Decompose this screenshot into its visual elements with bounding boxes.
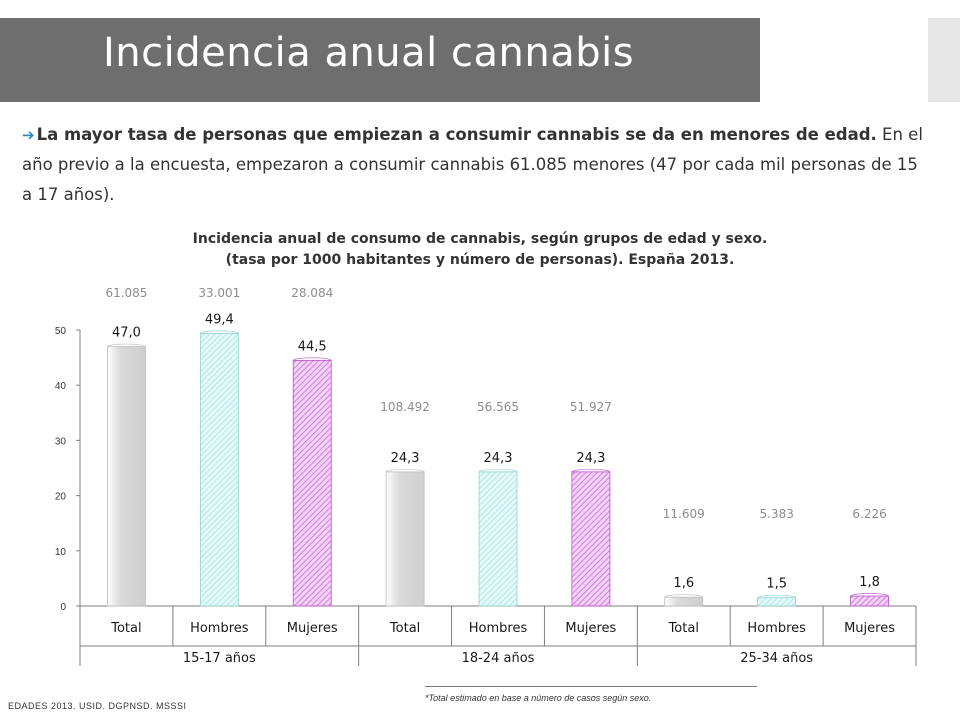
count-label: 5.383 (759, 507, 793, 521)
count-label: 28.084 (291, 286, 333, 300)
x-tick-label: Mujeres (844, 621, 895, 636)
bar (850, 595, 889, 607)
bar (757, 597, 797, 607)
x-tick-label: Hombres (190, 621, 249, 636)
x-tick-label: Total (389, 621, 420, 636)
count-label: 51.927 (570, 400, 612, 414)
x-tick-label: Total (668, 621, 699, 636)
data-label: 1,8 (859, 575, 880, 590)
y-tick-label: 20 (55, 492, 67, 503)
bar (385, 471, 425, 607)
bar (478, 471, 518, 607)
group-label: 18-24 años (462, 651, 535, 666)
data-label: 24,3 (484, 451, 513, 466)
footnote-rule (425, 686, 757, 687)
y-tick-label: 30 (55, 436, 67, 447)
intro-text: En el año previo a la encuesta, empezaro… (22, 125, 923, 204)
bar (199, 332, 239, 607)
x-tick-label: Hombres (747, 621, 806, 636)
footnote: *Total estimado en base a número de caso… (425, 693, 652, 703)
count-label: 108.492 (380, 400, 430, 414)
intro-bold-text: La mayor tasa de personas que empiezan a… (36, 125, 877, 144)
y-tick-label: 40 (55, 381, 67, 392)
group-label: 15-17 años (183, 651, 256, 666)
bar (292, 359, 332, 607)
source-note: EDADES 2013. USID. DGPNSD. MSSSI (8, 701, 187, 711)
x-tick-label: Hombres (469, 621, 528, 636)
data-label: 47,0 (112, 326, 141, 341)
count-label: 6.226 (852, 507, 886, 521)
count-label: 33.001 (198, 286, 240, 300)
y-tick-label: 10 (55, 547, 67, 558)
count-label: 11.609 (663, 507, 705, 521)
bar (107, 346, 146, 607)
bar (664, 596, 704, 607)
slide-title: Incidencia anual cannabis (103, 30, 635, 76)
chart-title-line1: Incidencia anual de consumo de cannabis,… (192, 231, 768, 247)
data-label: 44,5 (298, 339, 327, 354)
data-label: 24,3 (391, 451, 420, 466)
count-label: 61.085 (105, 286, 147, 300)
count-label: 56.565 (477, 400, 519, 414)
corner-decoration (928, 18, 960, 102)
x-tick-label: Mujeres (565, 621, 616, 636)
bar (571, 471, 611, 607)
x-tick-label: Mujeres (287, 621, 338, 636)
y-tick-label: 50 (55, 326, 67, 337)
data-label: 1,6 (673, 576, 694, 591)
arrow-bullet-icon: ➔ (22, 126, 35, 144)
group-label: 25-34 años (740, 651, 813, 666)
x-tick-label: Total (110, 621, 141, 636)
y-tick-label: 0 (60, 602, 66, 613)
intro-paragraph: ➔ La mayor tasa de personas que empiezan … (22, 120, 932, 210)
title-band (0, 18, 760, 102)
chart-title: Incidencia anual de consumo de cannabis,… (100, 229, 860, 271)
data-label: 49,4 (205, 312, 234, 327)
data-label: 24,3 (576, 451, 605, 466)
data-label: 1,5 (766, 577, 787, 592)
chart-title-line2: (tasa por 1000 habitantes y número de pe… (225, 252, 735, 268)
